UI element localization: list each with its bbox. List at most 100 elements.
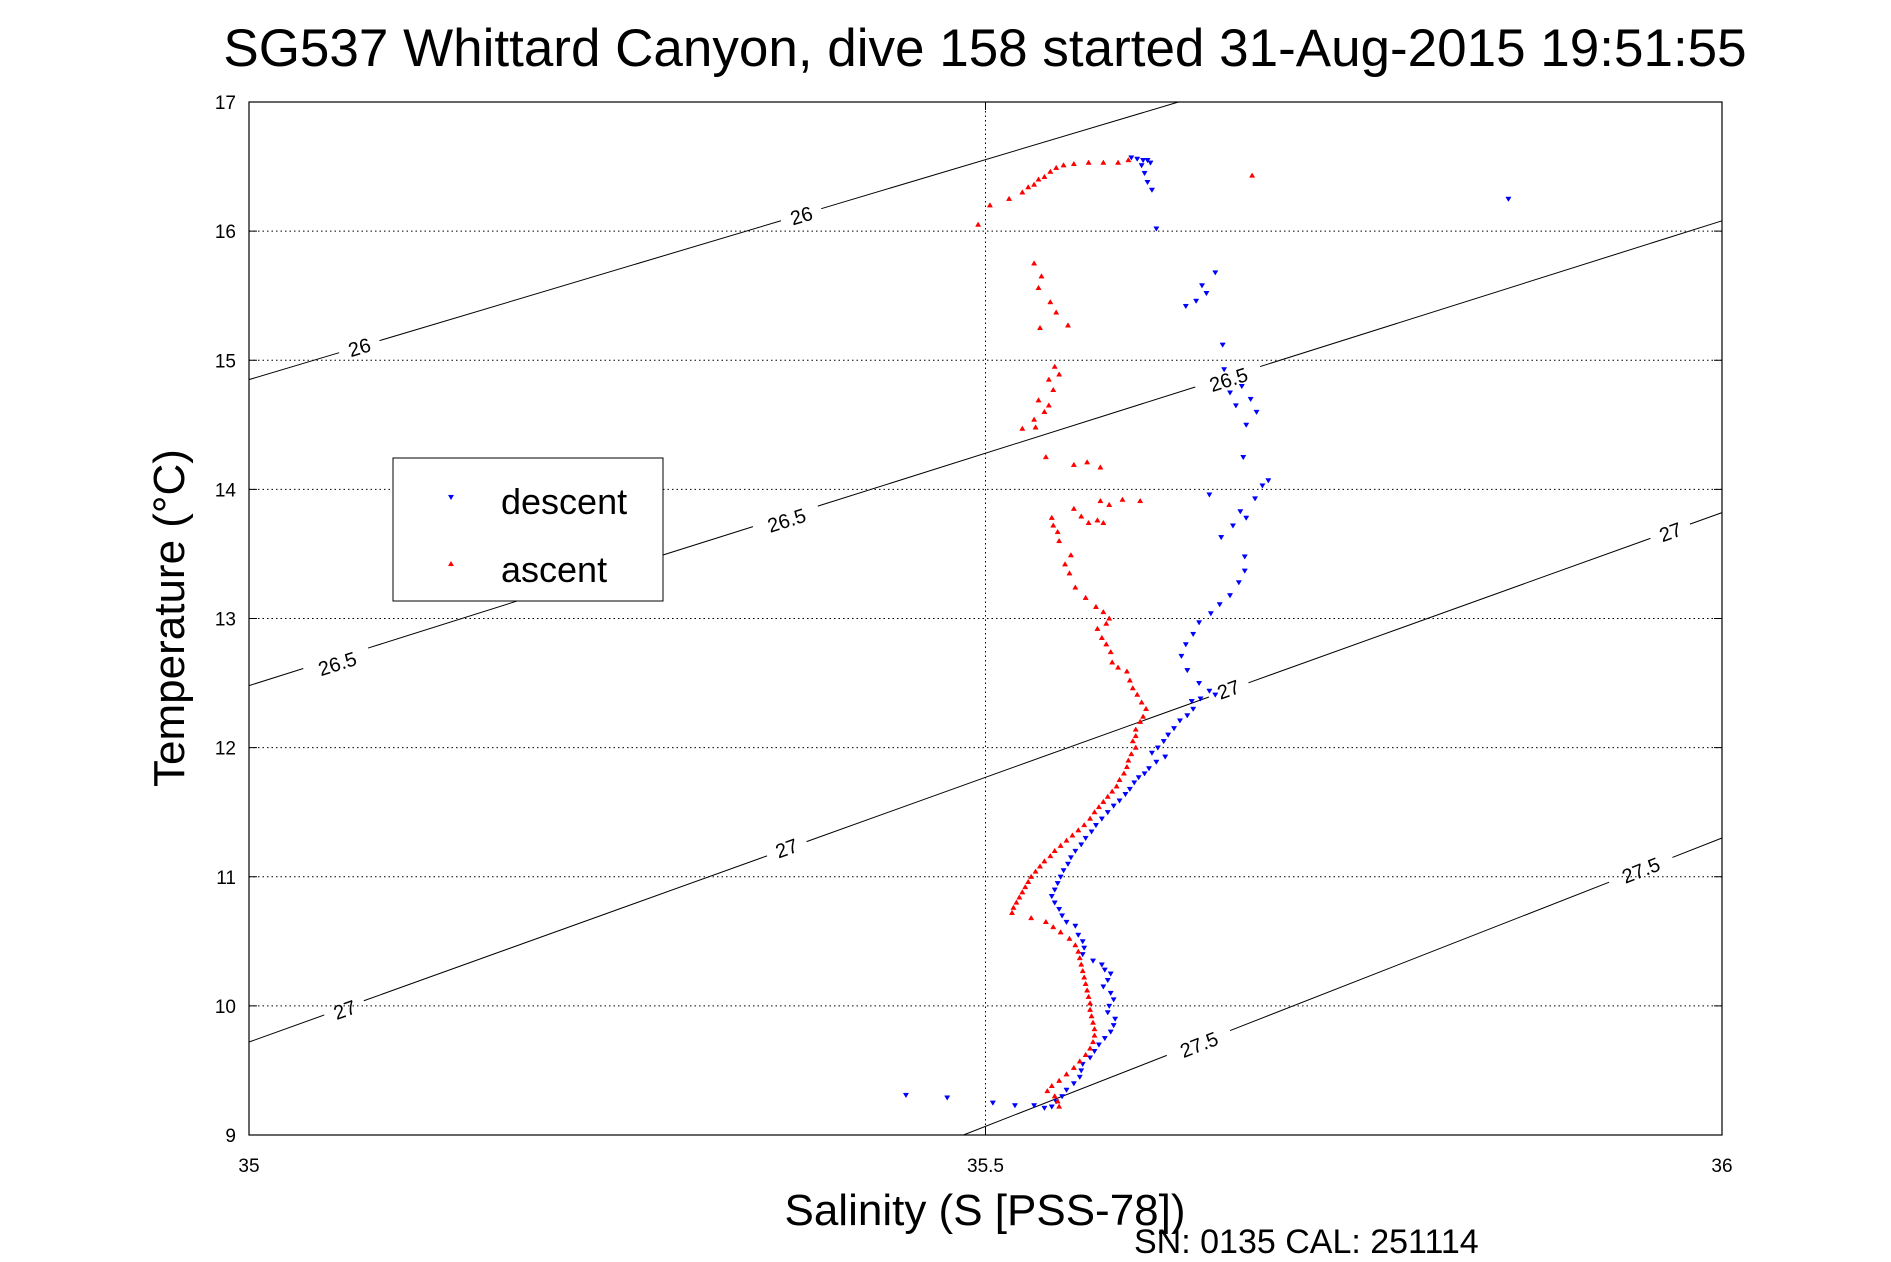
descent-point bbox=[1219, 342, 1226, 348]
descent-point bbox=[1221, 367, 1228, 373]
descent-point bbox=[1235, 580, 1242, 586]
ascent-point bbox=[1047, 168, 1054, 174]
ascent-point bbox=[1041, 858, 1048, 864]
ascent-point bbox=[1044, 1088, 1051, 1094]
y-tick-label: 10 bbox=[215, 997, 236, 1018]
ascent-point bbox=[1132, 744, 1139, 750]
ascent-point bbox=[1104, 793, 1111, 799]
descent-point bbox=[1031, 1103, 1038, 1109]
ascent-point bbox=[1056, 1103, 1063, 1109]
ascent-point bbox=[1056, 537, 1063, 544]
ascent-point bbox=[1031, 416, 1038, 422]
descent-point bbox=[1247, 396, 1254, 403]
ascent-point bbox=[1100, 159, 1107, 165]
contour-line-segment bbox=[1672, 837, 1723, 858]
ascent-point bbox=[1109, 788, 1116, 794]
ascent-point bbox=[1132, 726, 1139, 732]
descent-point bbox=[1041, 1105, 1048, 1111]
descent-point bbox=[1212, 270, 1219, 276]
ascent-point bbox=[975, 221, 982, 227]
ascent-point bbox=[1063, 1071, 1070, 1077]
ascent-point bbox=[1094, 625, 1101, 631]
descent-point bbox=[1182, 642, 1189, 648]
descent-point bbox=[1104, 977, 1111, 984]
ascent-point bbox=[1051, 363, 1058, 369]
ascent-point bbox=[1116, 776, 1123, 782]
y-axis-label: Temperature (°C) bbox=[145, 449, 194, 787]
ascent-point bbox=[1041, 173, 1048, 179]
descent-point bbox=[1138, 163, 1145, 169]
descent-point bbox=[1153, 226, 1160, 232]
contour-line-segment bbox=[1259, 220, 1723, 368]
ascent-point bbox=[1035, 397, 1042, 403]
descent-point bbox=[1051, 900, 1058, 906]
ascent-point bbox=[1091, 1026, 1098, 1032]
ascent-point bbox=[1070, 160, 1077, 167]
legend-ascent-triangle bbox=[447, 560, 455, 567]
y-tick-label: 15 bbox=[215, 351, 236, 372]
descent-point bbox=[1110, 803, 1117, 809]
descent-point bbox=[1051, 887, 1058, 893]
ascent-point bbox=[1045, 376, 1052, 382]
ascent-point bbox=[1081, 974, 1088, 980]
ascent-point bbox=[1138, 699, 1145, 705]
descent-point bbox=[1110, 1023, 1117, 1029]
ascent-point bbox=[1028, 914, 1035, 921]
descent-point bbox=[1064, 861, 1072, 867]
contour-line-segment bbox=[1689, 512, 1723, 525]
descent-point bbox=[1054, 881, 1061, 887]
ascent-point bbox=[1047, 852, 1054, 859]
descent-point bbox=[1178, 653, 1185, 660]
ascent-point bbox=[1100, 798, 1107, 804]
descent-point bbox=[1110, 997, 1117, 1003]
ascent-point bbox=[1072, 942, 1079, 948]
ascent-point bbox=[1106, 615, 1113, 621]
ascent-point bbox=[1115, 159, 1122, 165]
contour-line-segment bbox=[379, 220, 782, 342]
ascent-point bbox=[1032, 424, 1039, 430]
ascent-point bbox=[1126, 677, 1133, 683]
ascent-point bbox=[1103, 620, 1110, 626]
contour-line-segment bbox=[821, 101, 1179, 210]
descent-point bbox=[1078, 1068, 1085, 1074]
descent-point bbox=[1101, 967, 1108, 973]
descent-point bbox=[1070, 1081, 1077, 1087]
descent-point bbox=[1079, 939, 1086, 945]
descent-point bbox=[1107, 971, 1114, 977]
ascent-point bbox=[1072, 584, 1079, 590]
ascent-point bbox=[1047, 299, 1054, 305]
descent-point bbox=[902, 1092, 909, 1099]
descent-point bbox=[1100, 984, 1107, 990]
descent-point bbox=[1198, 283, 1206, 289]
contour-line-segment bbox=[806, 696, 1210, 843]
descent-point bbox=[1072, 848, 1079, 855]
ascent-point bbox=[1081, 822, 1088, 828]
descent-point bbox=[1197, 696, 1204, 702]
legend-descent-marker bbox=[447, 494, 455, 501]
descent-point bbox=[1206, 492, 1213, 498]
descent-point bbox=[1226, 593, 1234, 599]
legend-descent-triangle bbox=[447, 494, 455, 501]
descent-point bbox=[1160, 739, 1167, 745]
descent-point bbox=[1091, 1048, 1098, 1055]
ascent-point bbox=[1092, 603, 1100, 609]
descent-point bbox=[1216, 602, 1223, 608]
ascent-point bbox=[1082, 594, 1089, 600]
ascent-point bbox=[1063, 837, 1070, 843]
ascent-point bbox=[1054, 528, 1061, 535]
ascent-point bbox=[1019, 189, 1026, 195]
ascent-point bbox=[1087, 1045, 1094, 1051]
descent-point bbox=[944, 1095, 951, 1101]
ascent-point bbox=[1103, 641, 1110, 647]
descent-point bbox=[1265, 478, 1272, 484]
ascent-point bbox=[1035, 284, 1042, 291]
ascent-point bbox=[1042, 454, 1049, 460]
descent-point bbox=[1072, 923, 1079, 929]
ascent-point bbox=[1078, 513, 1085, 519]
descent-point bbox=[1238, 384, 1245, 390]
ascent-point bbox=[1050, 924, 1057, 930]
descent-point bbox=[1101, 1036, 1108, 1042]
descent-point bbox=[1196, 680, 1203, 687]
y-tick-label: 9 bbox=[225, 1126, 236, 1147]
ascent-point bbox=[1087, 1006, 1094, 1012]
